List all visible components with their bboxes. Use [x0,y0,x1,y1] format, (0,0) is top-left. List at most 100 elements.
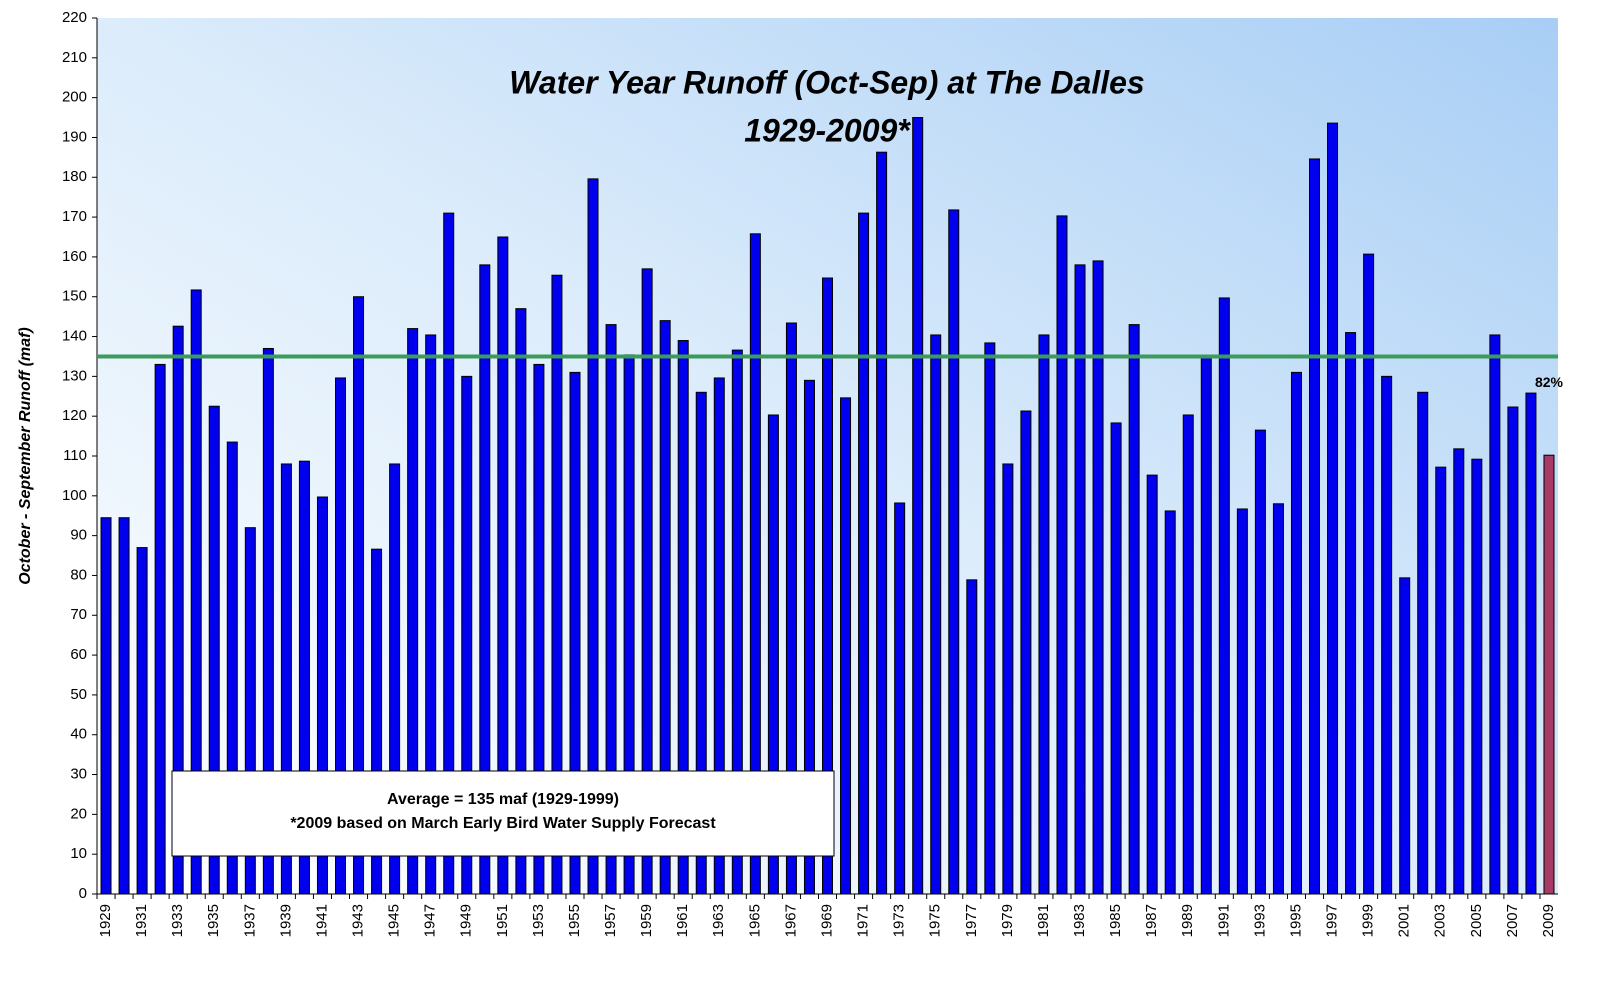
highlight-label: 82% [1535,374,1564,390]
bar [1182,414,1194,895]
x-tick-label: 1973 [891,904,908,937]
bar [713,377,725,895]
bar [371,548,383,895]
bar [1038,334,1050,895]
bar [190,289,202,895]
x-tick-label: 1981 [1035,904,1052,937]
bar [1435,466,1447,895]
y-tick-label: 10 [70,845,87,862]
bar [335,377,346,895]
bar [1290,371,1302,895]
bar [316,496,328,895]
y-tick-label: 100 [62,487,87,504]
bar [226,441,238,895]
bar [389,463,401,895]
bar [695,391,707,895]
bar [569,371,581,895]
bar [966,579,978,895]
y-tick-label: 40 [70,726,87,743]
bar [1543,454,1555,895]
bar [1110,422,1122,895]
y-tick-label: 130 [62,367,87,384]
x-tick-label: 2001 [1396,904,1413,937]
bar [1507,406,1519,895]
y-tick-label: 150 [62,288,87,305]
bar [1074,264,1086,895]
x-tick-label: 1941 [313,904,330,937]
x-tick-label: 1949 [458,904,475,937]
bar [858,212,870,895]
y-tick-label: 90 [70,527,87,544]
bar [425,334,437,895]
bar [605,324,617,895]
bar [1218,297,1230,895]
x-tick-label: 2003 [1432,904,1449,937]
bar [136,547,148,895]
bar [1020,410,1032,895]
bar [1381,375,1393,895]
x-tick-label: 1929 [97,904,114,937]
bar [154,363,166,895]
bar [1272,503,1284,895]
x-tick-label: 1955 [566,904,583,937]
bar [1164,510,1176,895]
bar [1056,215,1068,895]
y-tick-label: 170 [62,208,87,225]
bar [1002,463,1014,895]
bar [515,308,527,895]
bar [118,517,130,895]
bar [407,328,419,895]
y-tick-label: 30 [70,766,87,783]
bar [785,322,797,895]
x-tick-label: 1977 [963,904,980,937]
x-tick-label: 1953 [530,904,547,937]
x-tick-label: 1947 [422,904,439,937]
y-tick-label: 0 [79,885,87,902]
chart-title: Water Year Runoff (Oct-Sep) at The Dalle… [509,64,1144,100]
y-tick-label: 160 [62,248,87,265]
x-tick-label: 1991 [1215,904,1232,937]
x-tick-label: 1971 [855,904,872,937]
y-tick-label: 140 [62,328,87,345]
y-tick-label: 50 [70,686,87,703]
x-tick-label: 1995 [1287,904,1304,937]
x-tick-label: 1989 [1179,904,1196,937]
x-tick-label: 1987 [1143,904,1160,937]
x-tick-label: 1957 [602,904,619,937]
bar [803,379,815,895]
y-tick-label: 70 [70,606,87,623]
bar [1309,158,1320,895]
bar [298,460,310,895]
bar [587,178,599,895]
bar [641,268,653,895]
x-tick-label: 1965 [746,904,763,937]
x-tick-label: 1951 [494,904,511,937]
bar [822,277,833,895]
x-tick-label: 1997 [1324,904,1341,937]
bar [1128,324,1140,895]
bar [1236,508,1248,895]
bar [1327,122,1339,895]
x-tick-label: 1961 [674,904,691,937]
bar [1146,474,1158,895]
bar [172,325,184,895]
bar [1399,577,1411,895]
y-tick-label: 200 [62,89,87,106]
bar [659,320,671,895]
y-tick-label: 80 [70,566,87,583]
bar [1525,392,1537,895]
x-tick-label: 1985 [1107,904,1124,937]
chart-subtitle: 1929-2009* [744,112,911,148]
bar [840,397,852,895]
bar [353,296,365,895]
x-tick-label: 1979 [999,904,1016,937]
x-tick-label: 1983 [1071,904,1088,937]
x-tick-label: 1999 [1360,904,1377,937]
x-tick-label: 1931 [133,904,150,937]
x-tick-label: 1963 [710,904,727,937]
annotation-text: *2009 based on March Early Bird Water Su… [290,815,716,832]
y-tick-label: 180 [62,168,87,185]
bar [533,363,545,895]
bar [1363,253,1375,895]
